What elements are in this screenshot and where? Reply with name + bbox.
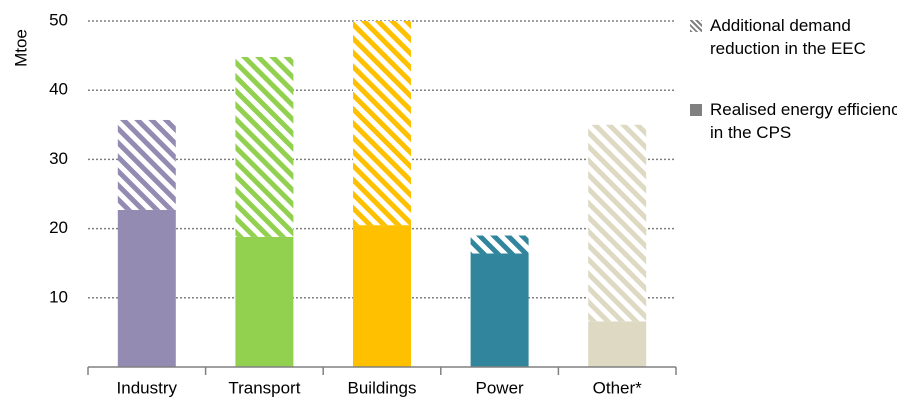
x-tick-label: Power xyxy=(476,378,525,397)
legend-label: Realised energy efficiency in the CPS xyxy=(710,100,897,142)
bar-segment xyxy=(235,56,294,237)
bar-segment xyxy=(235,236,294,367)
x-tick-label: Industry xyxy=(117,378,178,397)
y-tick-label: 20 xyxy=(49,218,68,237)
x-tick-label: Transport xyxy=(228,378,300,397)
legend-item: Additional demand reduction in the EEC xyxy=(690,14,897,60)
bar-segment xyxy=(353,21,411,226)
legend-item: Realised energy efficiency in the CPS xyxy=(690,98,897,144)
bar-segment xyxy=(117,209,176,367)
bar-segment xyxy=(588,321,647,367)
bar-segment xyxy=(353,225,411,367)
y-tick-label: 10 xyxy=(49,287,68,306)
legend-swatch xyxy=(690,104,702,116)
bar-segment xyxy=(117,119,176,210)
y-tick-label: 30 xyxy=(49,149,68,168)
x-tick-label: Other* xyxy=(593,378,643,397)
bar-segment xyxy=(470,253,529,367)
bar-segment xyxy=(588,124,647,322)
legend-swatch xyxy=(690,20,702,32)
x-tick-label: Buildings xyxy=(348,378,417,397)
y-tick-label: 40 xyxy=(49,80,68,99)
y-axis-title: Mtoe xyxy=(11,29,30,67)
legend-label: Additional demand reduction in the EEC xyxy=(710,16,866,58)
y-tick-label: 50 xyxy=(49,10,68,29)
bar-segment xyxy=(470,235,529,254)
